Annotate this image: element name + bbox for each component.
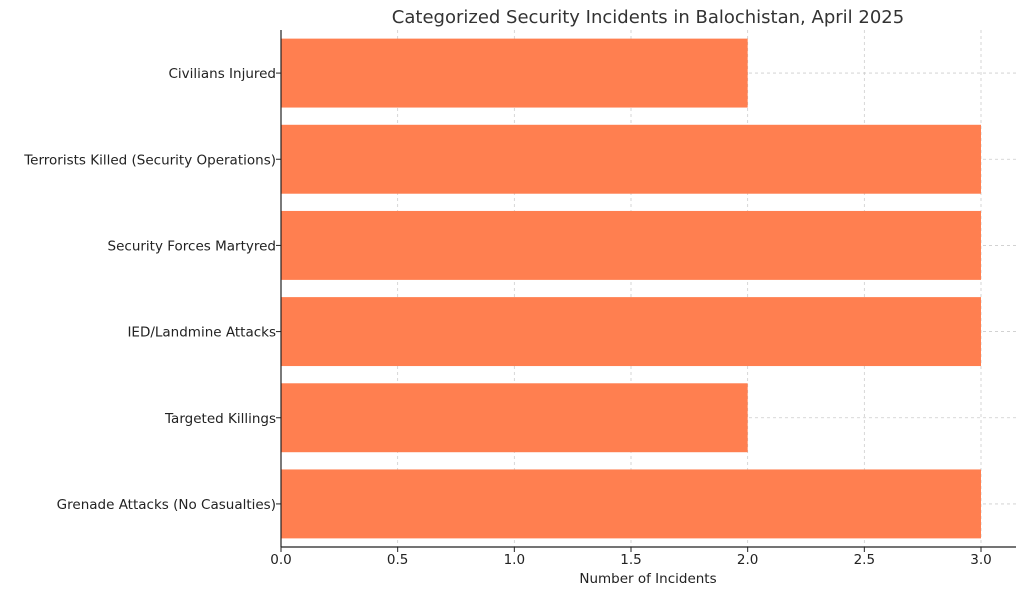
- x-tick-label: 1.0: [504, 552, 525, 568]
- bar-1: [281, 383, 748, 453]
- y-tick-label: Terrorists Killed (Security Operations): [23, 152, 276, 168]
- x-tick-label: 1.5: [620, 552, 641, 568]
- bars: [281, 38, 981, 539]
- x-tick-label: 2.5: [854, 552, 875, 568]
- y-tick-label: Targeted Killings: [164, 411, 276, 427]
- bar-4: [281, 124, 981, 194]
- bar-2: [281, 297, 981, 367]
- x-axis-label: Number of Incidents: [579, 571, 716, 587]
- x-tick-labels: 0.0 0.5 1.0 1.5 2.0 2.5 3.0: [270, 547, 992, 568]
- bar-0: [281, 469, 981, 539]
- chart-title: Categorized Security Incidents in Baloch…: [392, 7, 904, 28]
- y-tick-label: Civilians Injured: [168, 66, 276, 82]
- y-tick-label: Security Forces Martyred: [108, 238, 276, 254]
- x-tick-label: 0.5: [387, 552, 408, 568]
- x-tick-label: 3.0: [970, 552, 991, 568]
- axes: [280, 30, 1016, 548]
- x-tick-label: 2.0: [737, 552, 758, 568]
- y-tick-label: Grenade Attacks (No Casualties): [57, 497, 276, 513]
- bar-3: [281, 210, 981, 280]
- bar-5: [281, 38, 748, 108]
- x-tick-label: 0.0: [270, 552, 291, 568]
- y-tick-labels: Grenade Attacks (No Casualties) Targeted …: [23, 66, 281, 513]
- y-tick-label: IED/Landmine Attacks: [127, 325, 276, 341]
